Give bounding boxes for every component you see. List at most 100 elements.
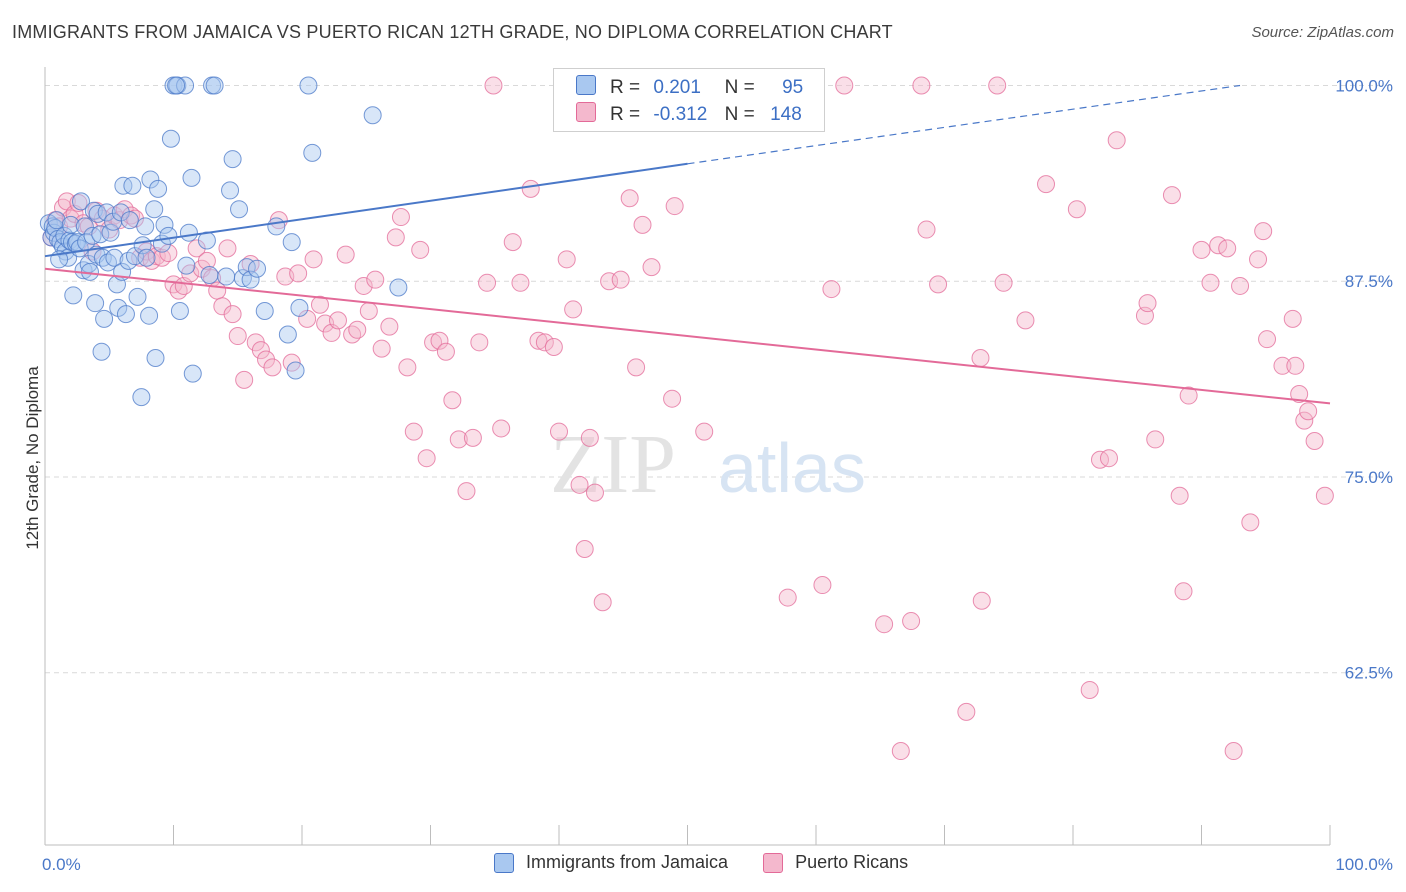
puerto-rican-point xyxy=(570,475,589,494)
jamaica-point xyxy=(363,106,382,125)
jamaica-point xyxy=(92,342,111,361)
puerto-rican-point xyxy=(611,270,630,289)
jamaica-point xyxy=(290,298,309,317)
jamaica-point xyxy=(98,253,117,272)
watermark-atlas: atlas xyxy=(718,429,866,507)
puerto-rican-point xyxy=(822,280,841,299)
legend-swatch-puerto-ricans xyxy=(576,102,596,122)
jamaica-point xyxy=(145,200,164,219)
jamaica-point xyxy=(233,269,252,288)
puerto-rican-point xyxy=(1295,411,1314,430)
jamaica-point xyxy=(46,218,65,237)
jamaica-point xyxy=(120,211,139,230)
puerto-rican-point xyxy=(620,189,639,208)
jamaica-point xyxy=(286,361,305,380)
puerto-rican-point xyxy=(263,358,282,377)
puerto-rican-point xyxy=(1080,680,1099,699)
puerto-rican-point xyxy=(366,270,385,289)
puerto-rican-point xyxy=(1192,240,1211,259)
puerto-rican-point xyxy=(1067,200,1086,219)
jamaica-point xyxy=(223,150,242,169)
puerto-rican-point xyxy=(223,305,242,324)
jamaica-point xyxy=(183,364,202,383)
x-tick-label: 100.0% xyxy=(1335,855,1393,874)
puerto-rican-point xyxy=(642,258,661,277)
legend-n-value: 148 xyxy=(770,104,802,125)
puerto-rican-point xyxy=(511,273,530,292)
puerto-rican-point xyxy=(891,742,910,761)
jamaica-point xyxy=(64,286,83,305)
jamaica-point xyxy=(248,259,267,278)
puerto-rican-point xyxy=(386,228,405,247)
puerto-rican-point xyxy=(994,273,1013,292)
puerto-rican-point xyxy=(391,208,410,227)
jamaica-point xyxy=(161,129,180,148)
puerto-rican-point xyxy=(580,428,599,447)
puerto-rican-point xyxy=(1224,742,1243,761)
puerto-rican-point xyxy=(778,588,797,607)
jamaica-point xyxy=(167,76,186,95)
puerto-rican-point xyxy=(1241,513,1260,532)
puerto-rican-point xyxy=(424,333,443,352)
jamaica-point xyxy=(177,256,196,275)
jamaica-point xyxy=(149,179,168,198)
grid-lines xyxy=(45,84,1395,674)
puerto-rican-point xyxy=(917,220,936,239)
chart-title: IMMIGRANTS FROM JAMAICA VS PUERTO RICAN … xyxy=(12,22,893,42)
legend-n-label: N = xyxy=(724,77,755,98)
puerto-rican-point xyxy=(1218,239,1237,258)
jamaica-point xyxy=(88,204,107,223)
watermark: ZIP atlas xyxy=(550,418,866,511)
jamaica-point xyxy=(217,267,236,286)
puerto-rican-point xyxy=(1273,356,1292,375)
y-tick-label: 75.0% xyxy=(1345,468,1393,487)
legend-r-label: R = xyxy=(610,77,641,98)
jamaica-point xyxy=(136,217,155,236)
puerto-rican-point xyxy=(304,250,323,269)
y-tick-label: 87.5% xyxy=(1345,272,1393,291)
puerto-rican-point xyxy=(235,370,254,389)
jamaica-point xyxy=(241,270,260,289)
puerto-rican-point xyxy=(835,76,854,95)
jamaica-point xyxy=(179,223,198,242)
puerto-rican-point xyxy=(354,276,373,295)
puerto-rican-point xyxy=(902,612,921,631)
jamaica-point xyxy=(141,170,160,189)
jamaica-point xyxy=(105,248,124,267)
jamaica-point xyxy=(182,168,201,187)
jamaica-point xyxy=(230,200,249,219)
legend-swatch-jamaica xyxy=(494,852,514,873)
puerto-rican-point xyxy=(348,320,367,339)
jamaica-point xyxy=(205,76,224,95)
legend-row-puerto-ricans: R = -0.312 N = 148 xyxy=(576,102,802,126)
puerto-rican-point xyxy=(1258,330,1277,349)
puerto-rican-point xyxy=(492,419,511,438)
jamaica-point xyxy=(86,294,105,313)
puerto-rican-point xyxy=(1090,450,1109,469)
jamaica-trend-line xyxy=(44,162,688,258)
puerto-rican-point xyxy=(1305,431,1324,450)
puerto-rican-point xyxy=(663,389,682,408)
puerto-rican-point xyxy=(152,248,171,267)
jamaica-point xyxy=(155,215,174,234)
puerto-rican-point xyxy=(436,342,455,361)
jamaica-point xyxy=(159,226,178,245)
puerto-rican-point xyxy=(988,76,1007,95)
jamaica-point xyxy=(47,211,66,230)
jamaica-point xyxy=(132,388,151,407)
y-tick-label: 100.0% xyxy=(1335,76,1393,95)
puerto-rican-point xyxy=(600,272,619,291)
puerto-rican-point xyxy=(665,197,684,216)
puerto-rican-point xyxy=(197,251,216,270)
axes xyxy=(44,67,1331,846)
puerto-rican-point xyxy=(443,391,462,410)
jamaica-point xyxy=(137,248,156,267)
jamaica-point xyxy=(278,325,297,344)
puerto-rican-point xyxy=(695,422,714,441)
puerto-rican-point xyxy=(813,576,832,595)
jamaica-point xyxy=(123,176,142,195)
puerto-rican-point xyxy=(1037,175,1056,194)
puerto-rican-point xyxy=(430,331,449,350)
points-puerto-ricans xyxy=(42,76,1334,761)
